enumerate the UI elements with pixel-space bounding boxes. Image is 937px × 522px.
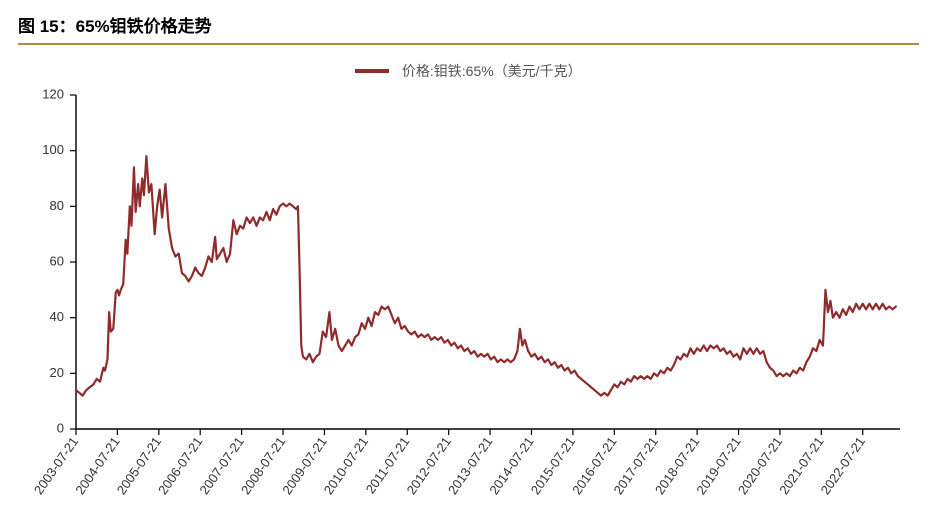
chart-area: 0204060801001202003-07-212004-07-212005-…	[18, 87, 919, 522]
line-chart-svg: 0204060801001202003-07-212004-07-212005-…	[18, 87, 918, 517]
y-tick-label: 120	[42, 87, 64, 101]
figure-title: 图 15：65%钼铁价格走势	[18, 8, 919, 43]
legend-label: 价格:钼铁:65%（美元/千克）	[402, 61, 582, 81]
legend-swatch	[355, 69, 389, 73]
y-tick-label: 80	[50, 198, 64, 213]
y-tick-label: 0	[57, 420, 64, 435]
y-tick-label: 60	[50, 253, 64, 268]
figure-container: 图 15：65%钼铁价格走势 价格:钼铁:65%（美元/千克） 0 20 40 60 8…	[0, 0, 937, 522]
y-tick-label: 100	[42, 142, 64, 157]
y-tick-label: 20	[50, 365, 64, 380]
y-tick-label: 40	[50, 309, 64, 324]
legend: 价格:钼铁:65%（美元/千克）	[18, 45, 919, 87]
